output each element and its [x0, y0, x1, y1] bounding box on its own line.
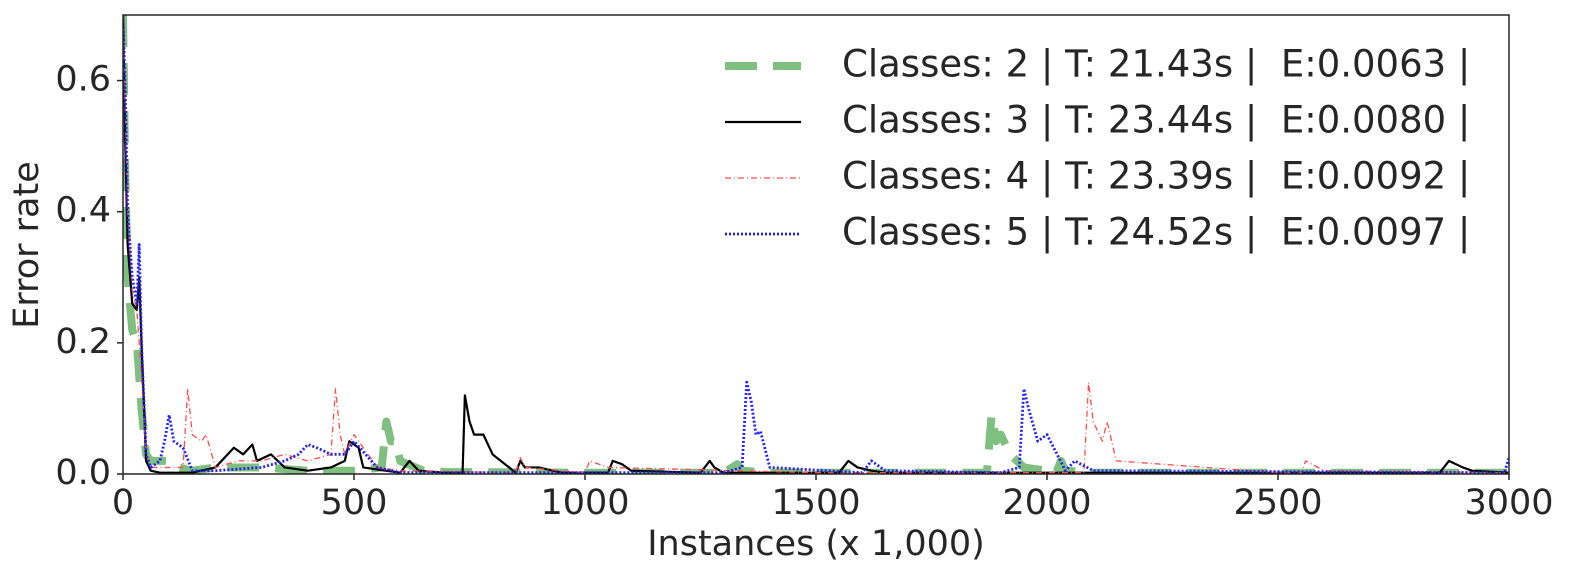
series-line	[123, 15, 1509, 474]
x-axis-label: Instances (x 1,000)	[647, 524, 985, 564]
x-tick-label: 2000	[1002, 483, 1091, 523]
series-line	[123, 15, 1509, 474]
y-tick-label: 0.4	[55, 191, 111, 231]
x-tick-label: 3000	[1464, 483, 1553, 523]
x-tick-label: 500	[321, 483, 388, 523]
legend-label: Classes: 2 | T: 21.43s | E:0.0063 |	[842, 43, 1470, 86]
y-tick-label: 0.6	[55, 60, 111, 100]
x-tick-label: 2500	[1233, 483, 1322, 523]
x-tick-label: 1500	[771, 483, 860, 523]
x-tick-label: 1000	[540, 483, 629, 523]
x-tick-label: 0	[112, 483, 134, 523]
legend-label: Classes: 4 | T: 23.39s | E:0.0092 |	[842, 155, 1470, 198]
y-tick-label: 0.2	[55, 322, 111, 362]
y-axis-label: Error rate	[7, 161, 47, 329]
series-line	[123, 15, 1509, 474]
legend-label: Classes: 5 | T: 24.52s | E:0.0097 |	[842, 211, 1470, 254]
y-tick-label: 0.0	[55, 453, 111, 493]
legend-label: Classes: 3 | T: 23.44s | E:0.0080 |	[842, 99, 1470, 142]
series-line	[123, 15, 1509, 474]
plot-frame	[122, 14, 1510, 475]
